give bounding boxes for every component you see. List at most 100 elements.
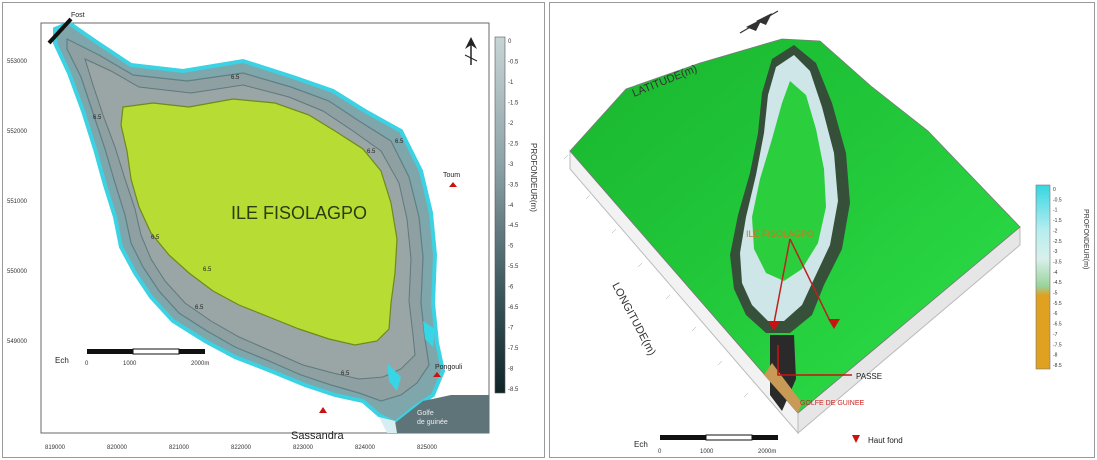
legend-value-label: 0 — [1053, 187, 1056, 193]
contour-label: 6.5 — [231, 75, 240, 81]
scale-tick: 0 — [658, 449, 662, 455]
contour-label: 6.5 — [195, 305, 204, 311]
island-label: ILE FISOLAGPO — [231, 203, 367, 223]
legend-value-label: -4.5 — [508, 223, 519, 229]
legend-value-label: -1.5 — [1053, 218, 1062, 224]
legend-value-label: -8.5 — [1053, 363, 1062, 369]
legend-value-label: -5.5 — [508, 264, 519, 270]
legend-value-label: -6.5 — [1053, 322, 1062, 328]
place-label-north: Fost — [71, 12, 85, 19]
x-tick-label: 821000 — [169, 445, 190, 451]
gulf-water — [395, 395, 489, 433]
legend-value-label: -3 — [1053, 249, 1058, 255]
longitude-axis-label: LONGITUDE(m) — [609, 281, 657, 358]
pass-pointer-line — [777, 345, 852, 376]
legend-value-label: -7.5 — [508, 346, 519, 352]
bathymetry-map-2d: 6.5 6.5 6.5 6.5 6.5 6.5 6.5 6.5 ILE FISO… — [2, 2, 545, 458]
y-tick-label: 552000 — [7, 129, 28, 135]
legend-value-label: -3 — [508, 162, 514, 168]
y-tick-label: 553000 — [7, 59, 28, 65]
legend-value-label: -1 — [508, 80, 514, 86]
island-3d — [752, 81, 826, 281]
svg-text:....: .... — [561, 152, 569, 160]
svg-text:....: .... — [715, 358, 723, 366]
bathymetry-map-3d: ILE FISOLAGPO PASSE GOLFE DE GUINEE LATI… — [549, 2, 1095, 458]
north-tip-mark — [47, 17, 73, 45]
legend-value-label: -8.5 — [508, 387, 519, 393]
village-marker-icon — [449, 182, 457, 187]
shoal-pointer-lines — [768, 238, 840, 331]
north-arrow-icon — [464, 37, 478, 65]
legend-value-label: -1 — [1053, 208, 1058, 214]
legend-value-label: -1.5 — [508, 100, 519, 106]
pass-channel — [379, 417, 397, 433]
legend-title: PROFONDEUR(m) — [529, 143, 538, 212]
shore-highlight — [423, 321, 435, 347]
depth-legend: 0 -0.5 -1 -1.5 -2 -2.5 -3 -3.5 -4 -4.5 -5 -5.5 -6 -6.… — [1035, 184, 1089, 370]
legend-value-label: -6.5 — [508, 305, 519, 311]
map-2d-svg: 6.5 6.5 6.5 6.5 6.5 6.5 6.5 6.5 ILE FISO… — [7, 12, 538, 451]
shore-highlight — [387, 363, 401, 391]
scale-tick: 2000m — [758, 449, 776, 455]
y-tick-label: 549000 — [7, 339, 28, 345]
gulf-shelf — [764, 363, 802, 413]
town-marker-icon — [319, 407, 327, 413]
place-label-southeast: Pongouli — [435, 364, 463, 371]
depth-color-bar — [494, 36, 506, 394]
scale-label: Ech — [634, 440, 648, 449]
shoal-marker-icon — [768, 321, 780, 331]
x-tick-label: 824000 — [355, 445, 376, 451]
legend-value-label: -0.5 — [508, 59, 519, 65]
island-fisolagpo — [120, 98, 398, 346]
longitude-ticks: .... .... .... .... .... .... .... .... — [561, 152, 749, 398]
contour-label: 6.5 — [395, 139, 404, 145]
contour-label: 6.5 — [93, 115, 102, 121]
x-tick-label: 819000 — [45, 445, 66, 451]
legend-value-label: -3.5 — [1053, 259, 1062, 265]
x-tick-label: 820000 — [107, 445, 128, 451]
legend-value-label: -6 — [508, 285, 514, 291]
north-arrow-icon — [739, 10, 779, 34]
village-marker-icon — [433, 372, 441, 377]
contour-label: 6.5 — [341, 371, 350, 377]
x-tick-labels: 819000 820000 821000 822000 823000 82400… — [45, 445, 438, 451]
legend-value-label: -5 — [1053, 291, 1058, 297]
scale-bar: Ech 0 1000 2000m — [634, 434, 778, 455]
depth-color-bar — [1035, 184, 1051, 370]
legend-value-label: -2 — [508, 121, 514, 127]
legend-value-label: -8 — [508, 367, 514, 373]
legend-value-label: -7.5 — [1053, 342, 1062, 348]
y-tick-label: 551000 — [7, 199, 28, 205]
legend-title: PROFONDEUR(m) — [1082, 209, 1089, 269]
gulf-label-3d: GOLFE DE GUINEE — [800, 400, 865, 407]
legend-value-label: -8 — [1053, 353, 1058, 359]
legend-value-label: -5 — [508, 244, 514, 250]
scale-tick: 2000m — [191, 361, 209, 367]
legend-value-label: -3.5 — [508, 182, 519, 188]
shoal-marker-icon — [828, 319, 840, 329]
svg-text:....: .... — [635, 260, 643, 268]
x-tick-label: 823000 — [293, 445, 314, 451]
svg-text:....: .... — [583, 192, 591, 200]
contour-label: 6.5 — [203, 267, 212, 273]
x-tick-label: 825000 — [417, 445, 438, 451]
legend-value-label: -6 — [1053, 311, 1058, 317]
scale-tick: 0 — [85, 361, 89, 367]
legend-value-label: -2.5 — [508, 141, 519, 147]
contour-label: 6.5 — [151, 235, 160, 241]
map-3d-svg: ILE FISOLAGPO PASSE GOLFE DE GUINEE LATI… — [561, 10, 1089, 455]
svg-text:....: .... — [663, 292, 671, 300]
legend-value-label: -7 — [508, 326, 514, 332]
y-tick-label: 550000 — [7, 269, 28, 275]
y-tick-labels: 553000 552000 551000 550000 549000 — [7, 59, 28, 345]
place-label-town: Sassandra — [291, 430, 344, 442]
contour-label: 6.5 — [367, 149, 376, 155]
legend-value-label: -0.5 — [1053, 197, 1062, 203]
scale-tick: 1000 — [700, 449, 714, 455]
place-label-gulf: Golfe de guinée — [417, 410, 448, 426]
legend-value-label: -4.5 — [1053, 280, 1062, 286]
legend-value-label: -4 — [1053, 270, 1058, 276]
svg-text:....: .... — [609, 226, 617, 234]
legend-value-label: -7 — [1053, 332, 1058, 338]
